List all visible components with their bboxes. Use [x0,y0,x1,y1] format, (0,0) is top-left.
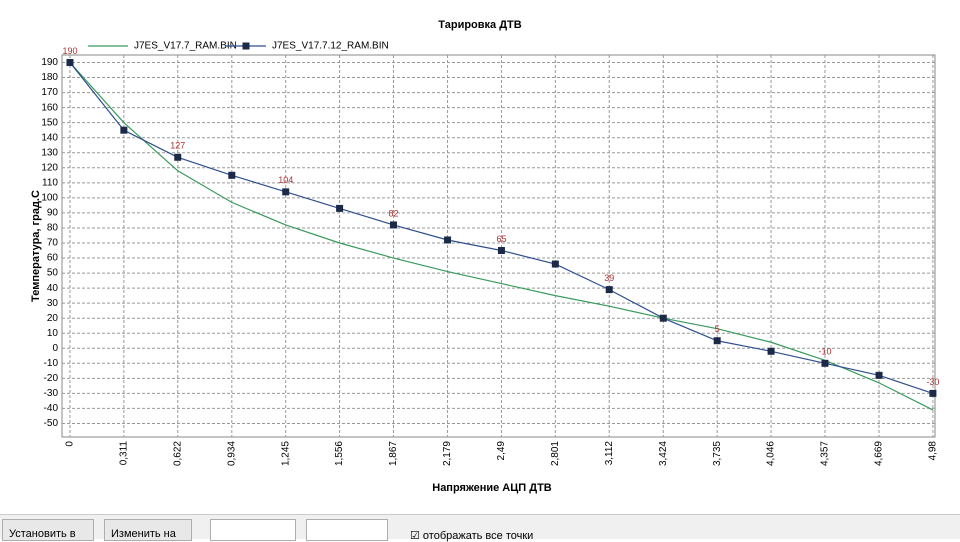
x-tick-label: 2,179 [442,441,453,466]
data-label: 190 [62,46,77,56]
y-tick-label: 170 [41,87,58,98]
y-tick-label: 70 [47,238,59,249]
y-tick-label: 10 [47,328,59,339]
point-marker [659,314,667,322]
x-tick-label: 4,357 [820,441,831,466]
y-tick-label: 190 [41,57,58,68]
point-marker [66,59,74,67]
point-marker [497,247,505,255]
y-tick-label: 150 [41,117,58,128]
point-marker [336,204,344,212]
x-tick-label: 0,311 [119,441,130,466]
point-marker [929,389,937,397]
y-tick-label: 130 [41,147,58,158]
y-tick-label: 30 [47,298,59,309]
x-tick-label: 3,424 [658,441,669,466]
point-marker [713,337,721,345]
data-label: 127 [170,141,185,151]
point-marker [174,153,182,161]
x-tick-label: 3,112 [604,441,615,466]
x-axis-title: Напряжение АЦП ДТВ [432,482,552,494]
point-marker [875,371,883,379]
chart: Тарировка ДТВ Напряжение АЦП ДТВ Темпера… [30,19,940,494]
y-tick-label: 160 [41,102,58,113]
x-tick-label: 0,934 [226,441,237,466]
series-line [69,62,934,411]
point-marker [228,171,236,179]
y-tick-label: 60 [47,253,59,264]
y-tick-label: -10 [44,358,59,369]
toolbar: Установить в Изменить на ☑ отображать вс… [0,514,960,542]
plot-area [61,54,936,438]
legend-label: J7ES_V17.7.12_RAM.BIN [272,41,389,52]
point-marker [282,188,290,196]
y-axis-title: Температура, град.С [30,190,42,302]
y-tick-label: 80 [47,223,59,234]
x-tick-label: 3,735 [712,441,723,466]
x-tick-label: 0 [65,441,76,447]
data-label: -30 [926,377,939,387]
data-label: -10 [818,347,831,357]
y-tick-label: -40 [44,403,59,414]
data-label: 104 [278,175,293,185]
y-tick-label: 110 [42,177,58,188]
x-tick-label: 4,046 [766,441,777,466]
y-tick-label: 140 [41,132,58,143]
chart-title: Тарировка ДТВ [438,19,521,31]
y-tick-label: -20 [44,373,59,384]
point-marker [605,286,613,294]
x-tick-label: 1,245 [280,441,291,466]
y-tick-label: 100 [41,193,58,204]
y-tick-label: 40 [47,283,59,294]
data-label: 65 [496,234,506,244]
checkbox[interactable]: ☑ отображать все точки [410,530,534,542]
x-tick-label: 4,98 [928,441,939,461]
x-tick-label: 4,669 [874,441,885,466]
legend-label: J7ES_V17.7_RAM.BIN [134,41,237,52]
point-marker [389,221,397,229]
y-tick-label: 120 [41,162,58,173]
x-tick-label: 0,622 [172,441,183,466]
point-marker [821,359,829,367]
data-label: 39 [604,273,614,283]
checkbox-label: отображать все точки [422,530,534,542]
x-tick-label: 1,556 [334,441,345,466]
data-label: 5 [715,324,720,334]
y-tick-label: 90 [47,208,59,219]
y-tick-label: -50 [44,418,59,429]
point-marker [767,347,775,355]
point-marker [551,260,559,268]
point-marker [120,126,128,134]
y-tick-label: 180 [41,72,58,83]
y-tick-label: 0 [52,343,58,354]
x-tick-label: 1,867 [388,441,399,466]
x-tick-label: 2,49 [496,441,507,461]
y-tick-label: 50 [47,268,59,279]
set-button[interactable]: Установить в [2,519,94,541]
change-button[interactable]: Изменить на [104,519,192,541]
y-tick-label: 20 [47,313,59,324]
point-marker [444,236,452,244]
data-label: 82 [388,208,398,218]
y-tick-label: -30 [44,388,59,399]
x-tick-label: 2,801 [550,441,561,466]
legend-marker [242,42,250,50]
